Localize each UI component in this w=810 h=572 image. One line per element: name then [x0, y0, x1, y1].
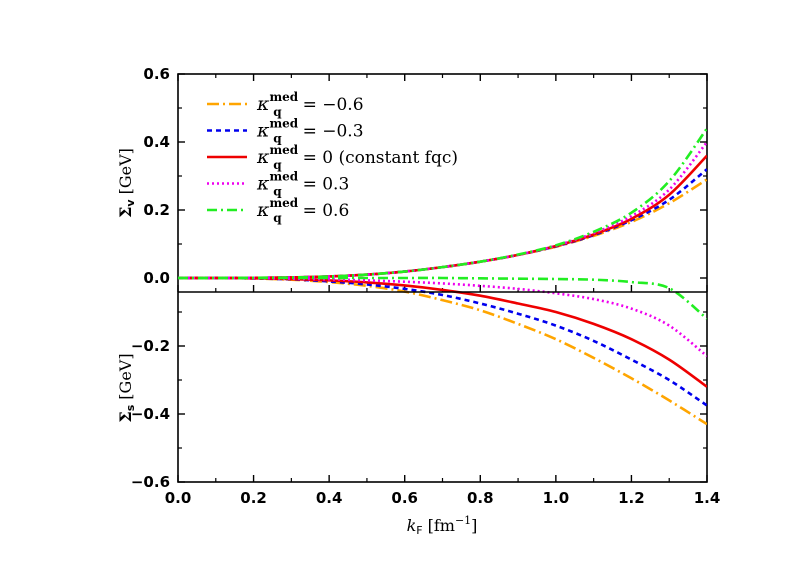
legend-kappa: κ	[256, 173, 270, 195]
legend-sub: q	[273, 105, 282, 119]
series-lines	[178, 127, 707, 426]
legend-kappa: κ	[256, 120, 270, 142]
x-axis-label: kF [fm−1]	[407, 514, 478, 537]
y-tick-label: −0.6	[131, 473, 170, 491]
y-lower-main: Σ	[116, 411, 135, 422]
y-upper-unit: [GeV]	[116, 148, 135, 194]
y-tick-label: −0.2	[131, 337, 170, 355]
y-tick-label: 0.2	[143, 201, 170, 219]
y-tick-label: 0.4	[143, 133, 170, 151]
legend-kappa: κ	[256, 93, 270, 115]
x-label-unit: [fm	[428, 516, 455, 535]
legend-value: = 0 (constant fqc)	[303, 148, 458, 168]
y-lower-sub: s	[124, 404, 137, 411]
series-line-0-sigma-s	[178, 276, 707, 426]
x-tick-label: 1.2	[618, 489, 645, 507]
x-label-sub: F	[416, 524, 422, 537]
y-tick-label: 0.0	[143, 269, 170, 287]
x-tick-label: 0.6	[391, 489, 418, 507]
x-label-main: k	[407, 516, 417, 535]
legend-kappa: κ	[256, 146, 270, 168]
x-tick-label: 0.8	[467, 489, 494, 507]
legend-sup: med	[269, 143, 298, 157]
x-tick-label: 1.0	[543, 489, 570, 507]
x-label-unit-sup: −1	[455, 514, 471, 527]
legend-sup: med	[269, 117, 298, 131]
y-tick-label: 0.6	[143, 65, 170, 83]
legend-value: = −0.6	[303, 95, 364, 115]
y-upper-sub: v	[124, 199, 137, 207]
x-tick-label: 0.2	[240, 489, 267, 507]
x-tick-label: 0.4	[316, 489, 343, 507]
legend-sub: q	[273, 158, 282, 172]
legend-sub: q	[273, 132, 282, 146]
legend-label: κmed q = 0 (constant fqc)	[256, 143, 458, 172]
legend-label: κmed q = −0.6	[256, 90, 364, 119]
y-tick-label: −0.4	[131, 405, 170, 423]
legend-value: = 0.6	[303, 201, 350, 221]
series-line-1-sigma-s	[178, 276, 707, 407]
legend-sup: med	[269, 170, 298, 184]
y-axis-label-upper: Σv [GeV]	[116, 148, 137, 218]
legend-label: κmed q = 0.6	[256, 196, 349, 225]
legend-sup: med	[269, 90, 298, 104]
x-label-unit-close: ]	[471, 516, 477, 535]
legend-value: = 0.3	[303, 175, 350, 195]
y-tick-labels: −0.6 −0.4 −0.2 0.0 0.2 0.4 0.6	[131, 65, 170, 491]
x-tick-label: 1.4	[694, 489, 721, 507]
series-line-4-sigma-s	[178, 276, 707, 320]
legend-sup: med	[269, 196, 298, 210]
x-tick-labels: 0.0 0.2 0.4 0.6 0.8 1.0 1.2 1.4	[165, 489, 721, 507]
legend-sub: q	[273, 211, 282, 225]
legend-kappa: κ	[256, 199, 270, 221]
x-tick-label: 0.0	[165, 489, 192, 507]
legend-sub: q	[273, 185, 282, 199]
y-lower-unit: [GeV]	[116, 353, 135, 399]
y-upper-main: Σ	[116, 207, 135, 218]
y-axis-label-lower: Σs [GeV]	[116, 353, 137, 422]
legend-label: κmed q = 0.3	[256, 170, 349, 199]
legend-value: = −0.3	[303, 122, 364, 142]
legend-label: κmed q = −0.3	[256, 117, 364, 146]
